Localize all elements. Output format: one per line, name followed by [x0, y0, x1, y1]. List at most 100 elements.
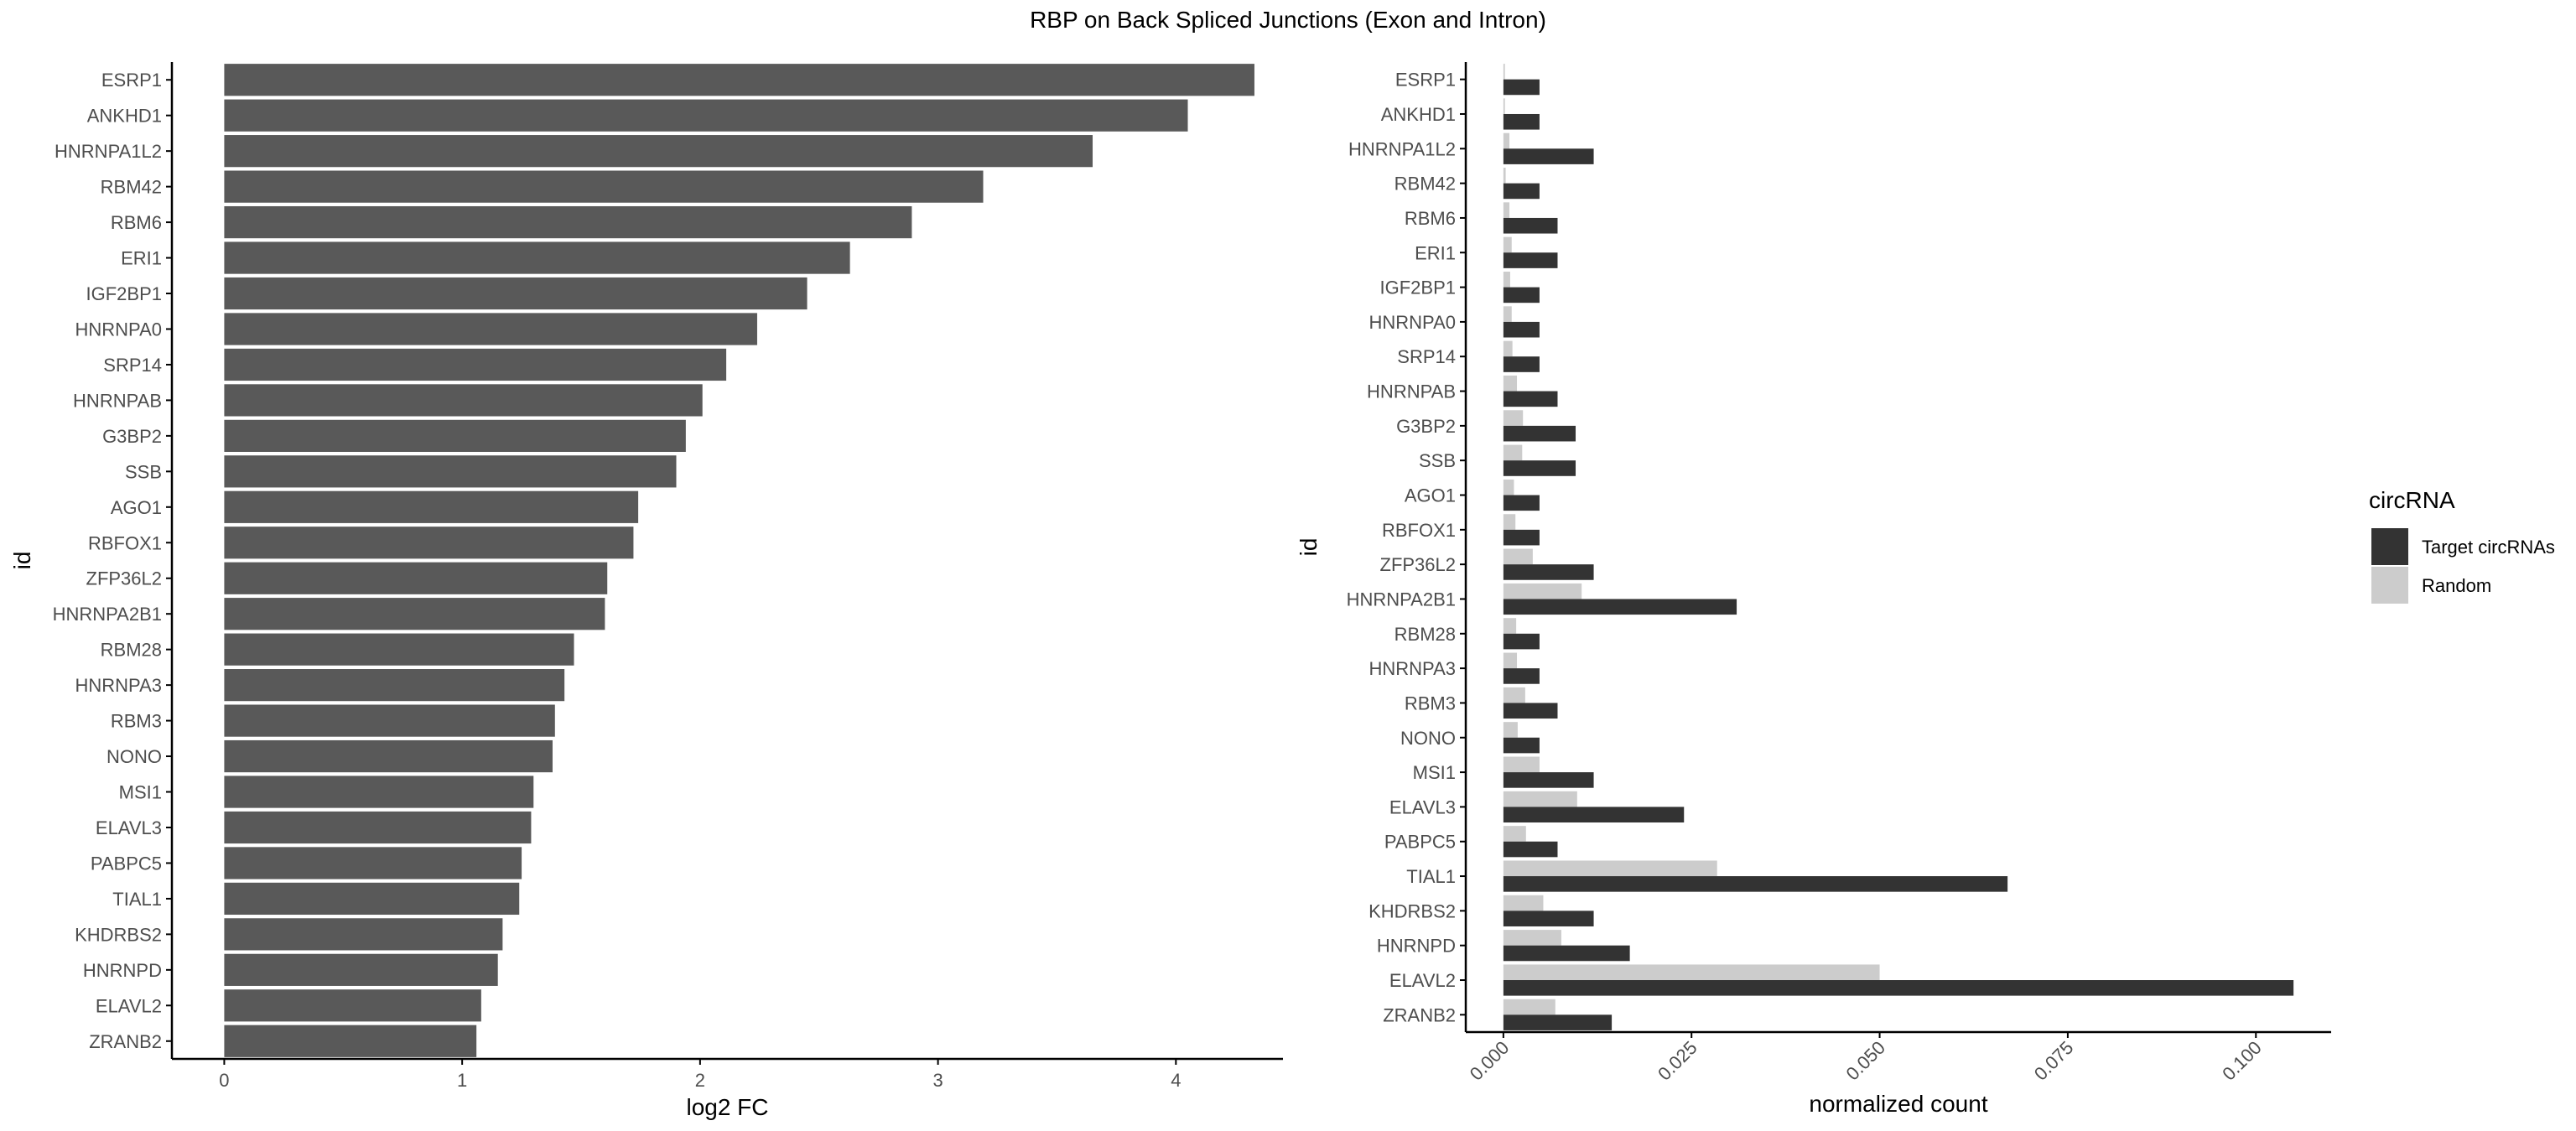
- y-tick-label: RBFOX1: [1382, 520, 1456, 541]
- legend-label-random: Random: [2422, 575, 2491, 596]
- y-tick-label: HNRNPD: [1377, 936, 1456, 957]
- bar-random: [1503, 479, 1514, 495]
- x-tick-label: 1: [457, 1070, 467, 1091]
- y-tick-label: ESRP1: [1395, 70, 1456, 91]
- y-tick-label: RBFOX1: [88, 532, 162, 553]
- bar-target: [1503, 1014, 1613, 1030]
- bar-random: [1503, 756, 1540, 773]
- bar-target: [1503, 113, 1540, 130]
- y-tick-label: RBM6: [1405, 208, 1456, 229]
- bar-random: [1503, 444, 1523, 461]
- bar-target: [1503, 772, 1594, 788]
- bar-target: [1503, 79, 1540, 96]
- bar-random: [1503, 895, 1544, 911]
- y-tick-label: HNRNPA1L2: [1348, 138, 1456, 159]
- bar-random: [1503, 930, 1561, 946]
- bar-random: [1503, 168, 1506, 184]
- bar-random: [1503, 132, 1510, 149]
- bar-log2fc: [224, 490, 639, 523]
- bar-target: [1503, 807, 1685, 823]
- bar-random: [1503, 687, 1525, 703]
- legend-swatch-random: [2371, 567, 2408, 604]
- bar-log2fc: [224, 953, 498, 986]
- bar-random: [1503, 999, 1555, 1015]
- bar-random: [1503, 306, 1512, 322]
- bar-random: [1503, 410, 1524, 426]
- bar-random: [1503, 722, 1518, 738]
- y-tick-label: G3BP2: [1396, 416, 1456, 437]
- bar-target: [1503, 183, 1540, 200]
- bar-random: [1503, 236, 1512, 253]
- bar-log2fc: [224, 205, 912, 239]
- y-tick-label: HNRNPA3: [75, 675, 162, 696]
- y-tick-label: ELAVL2: [1389, 970, 1456, 991]
- bar-random: [1503, 548, 1533, 565]
- y-tick-label: PABPC5: [91, 853, 162, 874]
- bar-target: [1503, 633, 1540, 650]
- bar-random: [1503, 618, 1517, 634]
- y-tick-label: RBM6: [111, 212, 162, 233]
- y-tick-label: ZFP36L2: [1380, 554, 1457, 575]
- y-tick-label: RBM42: [1394, 174, 1456, 195]
- y-tick-label: RBM28: [1394, 624, 1456, 645]
- y-tick-label: HNRNPA0: [1368, 312, 1456, 333]
- y-tick-label: ZFP36L2: [86, 568, 163, 589]
- bar-log2fc: [224, 419, 686, 452]
- bar-log2fc: [224, 170, 984, 203]
- y-tick-label: RBM3: [111, 711, 162, 732]
- y-tick-label: IGF2BP1: [1380, 278, 1456, 298]
- x-axis-title: log2 FC: [686, 1094, 768, 1120]
- bar-log2fc: [224, 277, 808, 310]
- bar-log2fc: [224, 455, 677, 488]
- y-tick-label: ANKHD1: [1381, 104, 1456, 125]
- y-tick-label: RBM42: [101, 177, 162, 198]
- bar-log2fc: [224, 527, 634, 559]
- y-tick-label: IGF2BP1: [86, 283, 162, 304]
- y-tick-label: ERI1: [1415, 242, 1456, 263]
- legend-label-target: Target circRNAs: [2422, 537, 2555, 558]
- y-tick-label: ELAVL2: [96, 995, 162, 1016]
- bar-random: [1503, 64, 1505, 80]
- legend: circRNA Target circRNAs Random: [2369, 487, 2555, 604]
- y-tick-label: HNRNPA0: [75, 319, 162, 340]
- bar-log2fc: [224, 847, 522, 879]
- bar-log2fc: [224, 739, 553, 773]
- bar-target: [1503, 252, 1558, 268]
- y-tick-label: SSB: [1419, 450, 1456, 471]
- bar-target: [1503, 911, 1594, 926]
- y-tick-label: ZRANB2: [89, 1031, 162, 1052]
- bar-log2fc: [224, 348, 727, 381]
- bar-target: [1503, 425, 1576, 442]
- bar-target: [1503, 495, 1540, 511]
- bar-log2fc: [224, 1025, 477, 1057]
- y-tick-label: ERI1: [121, 248, 162, 269]
- bar-random: [1503, 652, 1518, 669]
- x-axis-title: normalized count: [1809, 1091, 1987, 1117]
- bar-random: [1503, 514, 1516, 530]
- legend-swatch-target: [2371, 528, 2408, 565]
- bar-random: [1503, 340, 1513, 357]
- bar-log2fc: [224, 989, 481, 1022]
- y-tick-label: G3BP2: [102, 426, 162, 447]
- bar-log2fc: [224, 241, 850, 274]
- bar-log2fc: [224, 384, 703, 417]
- y-tick-label: PABPC5: [1384, 832, 1456, 853]
- left-panel: ESRP1 ANKHD1 HNRNPA1L2 RBM42 RBM6 ERI1 IGF2BP1…: [9, 62, 1283, 1120]
- bar-target: [1503, 460, 1576, 476]
- bar-log2fc: [224, 135, 1093, 168]
- y-tick-label: SRP14: [1397, 346, 1456, 367]
- bar-log2fc: [224, 776, 534, 808]
- y-tick-label: NONO: [1400, 728, 1456, 749]
- y-tick-label: MSI1: [119, 782, 162, 803]
- y-tick-label: ZRANB2: [1383, 1004, 1456, 1025]
- y-tick-label: KHDRBS2: [75, 924, 162, 945]
- y-tick-label: SSB: [125, 461, 162, 482]
- right-panel: ESRP1 ANKHD1 HNRNPA1L2 RBM42 RBM6 ERI1 IGF2BP1…: [1296, 62, 2331, 1117]
- y-axis-title: id: [1296, 538, 1322, 557]
- bar-target: [1503, 217, 1558, 234]
- y-tick-label: HNRNPD: [83, 960, 162, 981]
- y-tick-label: ESRP1: [101, 70, 162, 91]
- y-tick-label: ANKHD1: [87, 106, 162, 127]
